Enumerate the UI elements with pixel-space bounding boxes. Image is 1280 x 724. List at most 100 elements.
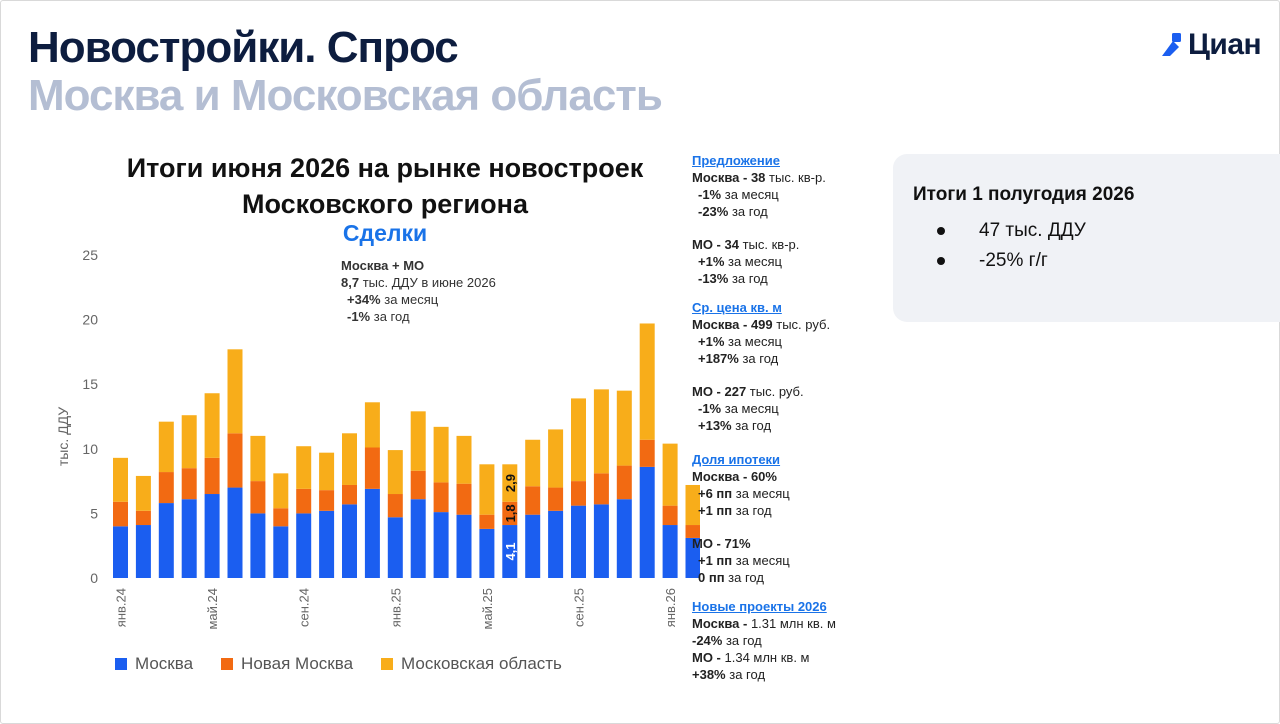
card-item: -25% г/г — [913, 246, 1086, 276]
supply-mo: МО - 34 тыс. кв-р. — [692, 236, 892, 253]
projects-mo-year: +38% за год — [692, 666, 892, 683]
price-mo-year: +13% за год — [692, 417, 892, 434]
price-mo-year-value: +13% — [698, 418, 732, 433]
half-year-summary-card: Итоги 1 полугодия 2026 47 тыс. ДДУ -25% … — [893, 154, 1280, 322]
price-moscow-year: +187% за год — [692, 350, 892, 367]
bar-new-moscow — [364, 447, 380, 489]
supply-moscow-year-text: за год — [728, 204, 768, 219]
bar-data-label: 4,1 — [503, 542, 518, 560]
legend-label-moscow: Москва — [135, 654, 194, 673]
supply-moscow: Москва - 38 тыс. кв-р. — [692, 169, 892, 186]
x-tick-label: май.25 — [480, 588, 495, 630]
supply-moscow-year: -23% за год — [692, 203, 892, 220]
chart-annotation: Москва + МО 8,7 тыс. ДДУ в июне 2026 +34… — [341, 257, 496, 325]
price-moscow-year-value: +187% — [698, 351, 739, 366]
legend-swatch-moscow-region — [381, 658, 394, 670]
bar-moscow-region — [181, 415, 197, 469]
mortgage-moscow: Москва - 60% — [692, 468, 892, 485]
legend-label-moscow-region: Московская область — [401, 654, 562, 673]
price-mo-month: -1% за месяц — [692, 400, 892, 417]
bar-moscow-region — [250, 435, 266, 482]
supply-heading[interactable]: Предложение — [692, 153, 780, 168]
projects-moscow-value: 1.31 млн кв. м — [750, 616, 836, 631]
annotation-line1-text: тыс. ДДУ в июне 2026 — [359, 275, 496, 290]
bar-moscow-region — [158, 421, 174, 473]
bar-moscow — [387, 517, 403, 578]
bar-new-moscow — [113, 501, 128, 527]
mortgage-mo-year: 0 пп за год — [692, 569, 892, 586]
bar-moscow-region — [433, 426, 449, 483]
bar-moscow — [181, 499, 197, 578]
bar-moscow-region — [227, 349, 243, 434]
mortgage-moscow-year-value: +1 пп — [698, 503, 733, 518]
bar-moscow-region — [135, 475, 151, 511]
bar-moscow — [433, 512, 449, 578]
bar-moscow-region — [479, 464, 495, 515]
bar-moscow-region — [639, 323, 655, 440]
mortgage-moscow-month: +6 пп за месяц — [692, 485, 892, 502]
x-tick-label: янв.25 — [388, 588, 403, 627]
bar-moscow — [342, 504, 357, 578]
projects-mo: МО - 1.34 млн кв. м — [692, 649, 892, 666]
bar-moscow-region — [593, 389, 609, 474]
bar-new-moscow — [342, 484, 357, 505]
bar-new-moscow — [250, 481, 266, 514]
annotation-title: Москва + МО — [341, 258, 425, 273]
projects-mo-value: 1.34 млн кв. м — [724, 650, 810, 665]
bar-moscow — [319, 510, 335, 578]
bar-new-moscow — [502, 501, 518, 526]
legend-item-moscow-region: Московская область — [381, 654, 562, 674]
bar-new-moscow — [593, 473, 609, 505]
mortgage-mo-label: МО - 71% — [692, 536, 751, 551]
supply-mo-month-text: за месяц — [724, 254, 782, 269]
projects-mo-year-value: +38% — [692, 667, 726, 682]
mortgage-mo-year-text: за год — [724, 570, 764, 585]
supply-moscow-month: -1% за месяц — [692, 186, 892, 203]
bar-new-moscow — [410, 470, 426, 500]
mortgage-heading[interactable]: Доля ипотеки — [692, 452, 781, 467]
annotation-line2-text: за месяц — [380, 292, 439, 307]
mortgage-mo-year-value: 0 пп — [698, 570, 725, 585]
price-mo: МО - 227 тыс. руб. — [692, 383, 892, 400]
supply-mo-month-value: +1% — [698, 254, 725, 269]
x-tick-label: янв.26 — [663, 588, 678, 627]
cian-logo-icon — [1162, 33, 1181, 56]
bar-new-moscow — [685, 525, 700, 538]
price-heading[interactable]: Ср. цена кв. м — [692, 300, 782, 315]
bar-new-moscow — [296, 488, 312, 514]
bar-new-moscow — [662, 505, 678, 526]
x-tick-label: сен.25 — [572, 588, 587, 627]
bar-new-moscow — [433, 482, 449, 513]
projects-moscow-year-text: за год — [722, 633, 762, 648]
bar-moscow — [571, 505, 586, 578]
projects-mo-label: МО - — [692, 650, 725, 665]
supply-moscow-year-value: -23% — [698, 204, 729, 219]
mortgage-moscow-month-text: за месяц — [732, 486, 790, 501]
bar-moscow-region — [502, 464, 518, 502]
card-list: 47 тыс. ДДУ -25% г/г — [913, 216, 1086, 276]
card-item-text: 47 тыс. ДДУ — [979, 220, 1086, 241]
bar-data-label: 1,8 — [503, 504, 518, 522]
projects-heading[interactable]: Новые проекты 2026 — [692, 599, 827, 614]
bar-moscow-region — [662, 443, 678, 506]
price-moscow-month: +1% за месяц — [692, 333, 892, 350]
bar-data-label: 2,9 — [503, 474, 518, 492]
bar-moscow — [616, 499, 632, 578]
bar-moscow — [158, 503, 174, 578]
bar-new-moscow — [135, 510, 151, 526]
y-tick-label: 0 — [90, 570, 98, 586]
y-tick-label: 25 — [82, 247, 98, 263]
bar-new-moscow — [616, 465, 632, 500]
bar-moscow-region — [273, 473, 289, 509]
bar-moscow — [296, 513, 312, 578]
bar-moscow — [456, 514, 472, 578]
bar-new-moscow — [571, 481, 586, 506]
y-tick-label: 5 — [90, 505, 98, 521]
supply-mo-year: -13% за год — [692, 270, 892, 287]
bar-moscow — [525, 514, 541, 578]
bar-moscow — [639, 466, 655, 578]
chart-subtitle: Сделки — [342, 220, 428, 246]
supply-mo-year-value: -13% — [698, 271, 729, 286]
chart-legend: Москва Новая Москва Московская область — [115, 654, 590, 674]
